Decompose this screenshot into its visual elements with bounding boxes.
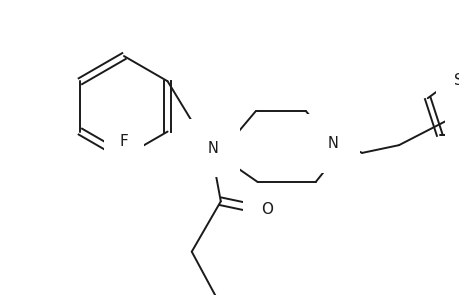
Text: O: O <box>261 202 273 217</box>
Text: N: N <box>207 141 218 156</box>
Text: F: F <box>119 134 128 149</box>
Text: N: N <box>327 136 338 151</box>
Text: S: S <box>453 73 459 88</box>
